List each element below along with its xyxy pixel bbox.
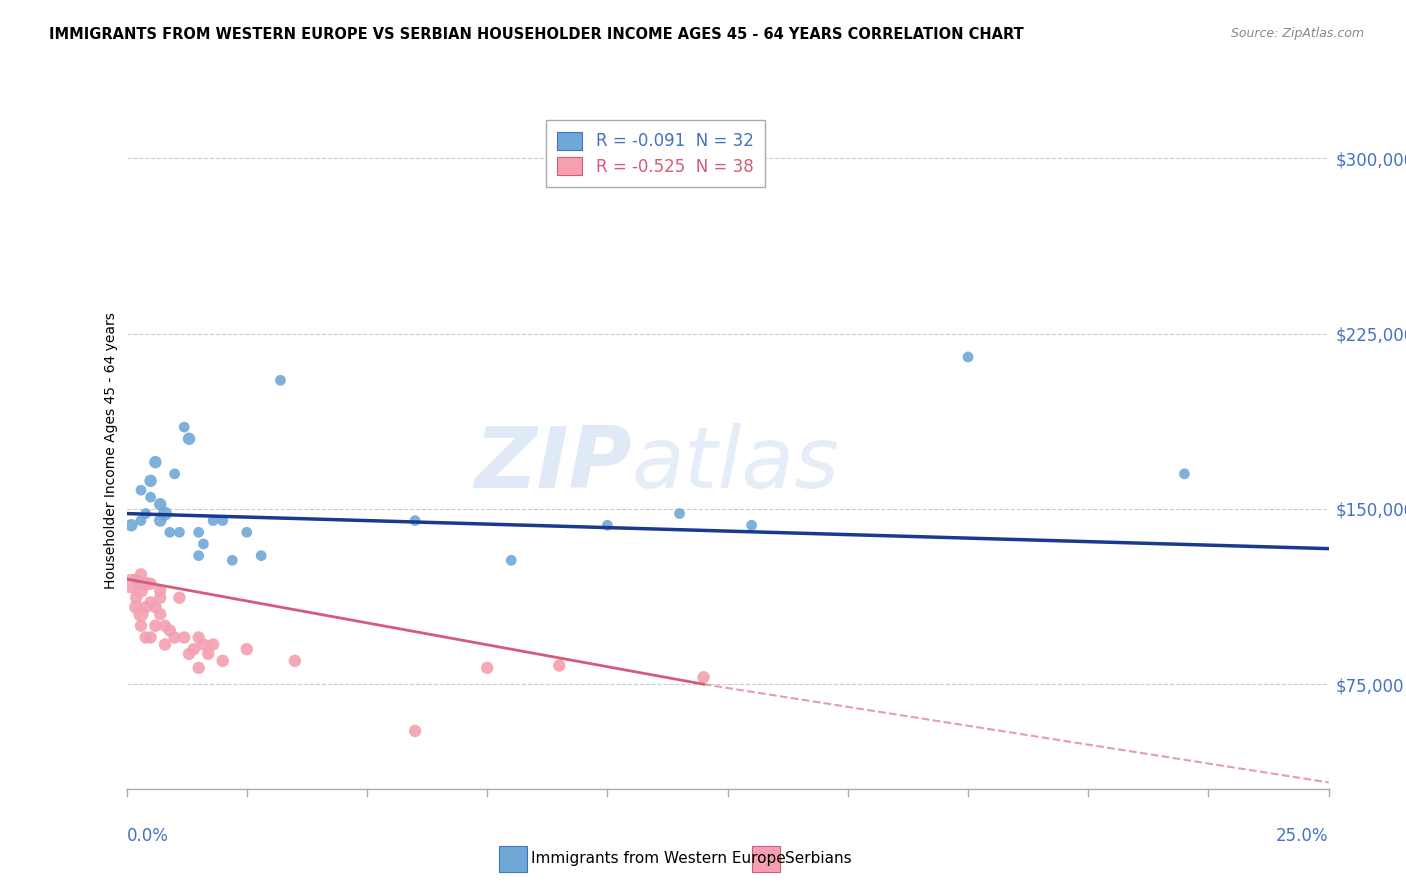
Point — [129, 483, 152, 498]
Point — [135, 507, 157, 521]
Point — [145, 619, 167, 633]
Text: Immigrants from Western Europe: Immigrants from Western Europe — [531, 852, 786, 866]
Point — [139, 576, 162, 591]
Point — [149, 591, 172, 605]
Point — [596, 518, 619, 533]
Point — [668, 507, 690, 521]
Point — [129, 619, 152, 633]
Point — [139, 595, 162, 609]
Point — [221, 553, 243, 567]
Point — [149, 497, 172, 511]
Point — [187, 525, 209, 540]
Point — [501, 553, 523, 567]
Point — [169, 591, 191, 605]
Point — [153, 619, 176, 633]
Point — [692, 670, 714, 684]
Point — [159, 525, 181, 540]
Point — [153, 638, 176, 652]
Text: atlas: atlas — [631, 423, 839, 506]
Text: Source: ZipAtlas.com: Source: ZipAtlas.com — [1230, 27, 1364, 40]
Point — [284, 654, 307, 668]
Legend: R = -0.091  N = 32, R = -0.525  N = 38: R = -0.091 N = 32, R = -0.525 N = 38 — [546, 120, 765, 187]
Text: Serbians: Serbians — [785, 852, 851, 866]
Point — [135, 631, 157, 645]
Point — [139, 490, 162, 504]
Text: IMMIGRANTS FROM WESTERN EUROPE VS SERBIAN HOUSEHOLDER INCOME AGES 45 - 64 YEARS : IMMIGRANTS FROM WESTERN EUROPE VS SERBIA… — [49, 27, 1024, 42]
Point — [120, 518, 142, 533]
Text: ZIP: ZIP — [474, 423, 631, 506]
Point — [139, 631, 162, 645]
Point — [149, 583, 172, 598]
Point — [163, 467, 186, 481]
Point — [169, 525, 191, 540]
Point — [139, 474, 162, 488]
Point — [177, 432, 200, 446]
Point — [1173, 467, 1195, 481]
Point — [404, 723, 426, 738]
Point — [135, 576, 157, 591]
Point — [129, 514, 152, 528]
Point — [193, 537, 215, 551]
Point — [177, 647, 200, 661]
Point — [250, 549, 273, 563]
Point — [211, 654, 233, 668]
Point — [125, 600, 148, 615]
Point — [741, 518, 763, 533]
Point — [163, 631, 186, 645]
Point — [129, 583, 152, 598]
Point — [129, 567, 152, 582]
Point — [193, 638, 215, 652]
Point — [145, 455, 167, 469]
Point — [187, 631, 209, 645]
Point — [183, 642, 205, 657]
Text: 0.0%: 0.0% — [127, 827, 169, 845]
Point — [202, 638, 225, 652]
Point — [548, 658, 571, 673]
Point — [956, 350, 979, 364]
Point — [135, 600, 157, 615]
Point — [211, 514, 233, 528]
Point — [197, 647, 219, 661]
Point — [145, 600, 167, 615]
Point — [129, 607, 152, 621]
Text: 25.0%: 25.0% — [1277, 827, 1329, 845]
Point — [404, 514, 426, 528]
Point — [475, 661, 498, 675]
Point — [187, 549, 209, 563]
Point — [149, 607, 172, 621]
Bar — [752, 846, 780, 872]
Point — [173, 631, 195, 645]
Point — [125, 591, 148, 605]
Bar — [499, 846, 527, 872]
Point — [149, 514, 172, 528]
Point — [120, 576, 142, 591]
Point — [202, 514, 225, 528]
Point — [269, 373, 291, 387]
Y-axis label: Householder Income Ages 45 - 64 years: Householder Income Ages 45 - 64 years — [104, 312, 118, 589]
Point — [173, 420, 195, 434]
Point — [125, 572, 148, 586]
Point — [187, 661, 209, 675]
Point — [153, 507, 176, 521]
Point — [235, 642, 259, 657]
Point — [159, 624, 181, 638]
Point — [235, 525, 259, 540]
